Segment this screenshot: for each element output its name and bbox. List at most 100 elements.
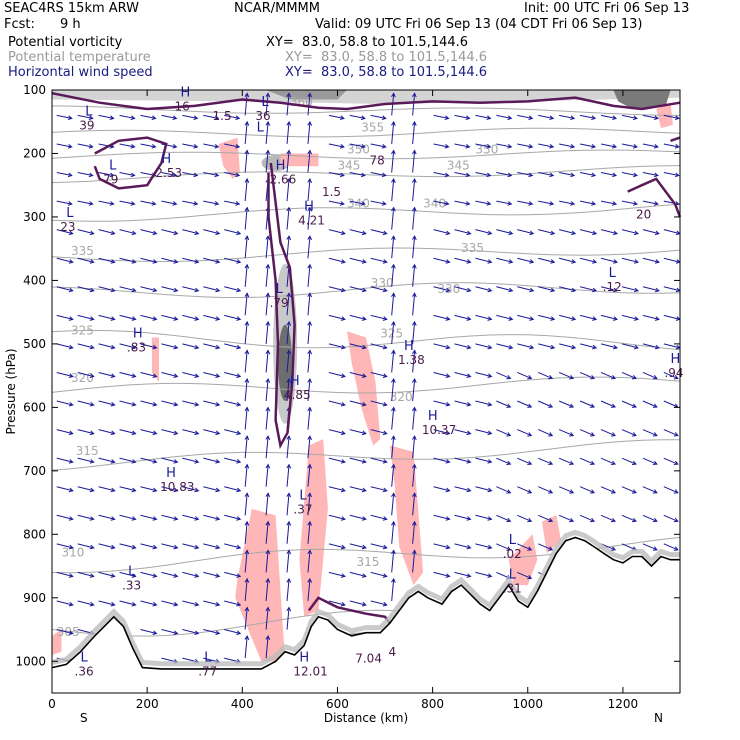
wind-vector: [370, 200, 386, 205]
wind-vector: [433, 257, 450, 263]
wind-vector: [579, 143, 596, 148]
wind-vector: [286, 150, 290, 173]
wind-vector: [600, 486, 616, 494]
wind-vector: [579, 371, 595, 379]
wind-vector-head: [68, 259, 74, 264]
wind-vector-head: [527, 460, 533, 466]
wind-vector: [579, 229, 597, 235]
wind-vector-head: [89, 573, 95, 578]
wind-vector-head: [382, 230, 388, 236]
wind-vector-head: [172, 115, 178, 121]
wind-vector-head: [130, 144, 136, 149]
wind-vector: [182, 143, 198, 148]
wind-vector-head: [236, 401, 242, 407]
extremum-value: 10.37: [422, 423, 456, 437]
wind-vector: [600, 429, 616, 437]
wind-speed-contour: [267, 162, 296, 450]
wind-vector-head: [307, 435, 313, 441]
wind-vector-head: [361, 287, 367, 293]
wind-vector-head: [152, 573, 158, 578]
wind-vector: [538, 200, 554, 205]
wind-vector-head: [445, 287, 451, 293]
wind-vector-head: [411, 149, 417, 155]
wind-vector-head: [236, 230, 242, 236]
wind-vector: [663, 429, 679, 437]
wind-vector-head: [307, 92, 313, 98]
theta-contour: [51, 282, 681, 298]
wind-vector-head: [382, 516, 388, 521]
wind-vector-head: [131, 573, 137, 578]
wind-vector-head: [131, 544, 137, 550]
wind-vector-head: [68, 401, 74, 407]
wind-vector-head: [340, 316, 346, 321]
wind-vector-head: [549, 115, 555, 121]
wind-vector: [454, 486, 471, 492]
wind-vector: [559, 257, 576, 263]
wind-vector-head: [215, 401, 221, 407]
wind-vector: [244, 607, 248, 630]
wind-vector-head: [340, 573, 346, 578]
wind-vector-head: [194, 573, 200, 578]
wind-vector-head: [487, 430, 493, 436]
wind-vector: [77, 314, 94, 320]
wind-vector: [203, 600, 220, 606]
extremum-value: .37: [293, 502, 312, 516]
wind-vector-head: [215, 230, 221, 236]
wind-vector-head: [89, 401, 95, 407]
wind-vector-head: [445, 401, 451, 407]
wind-vector: [370, 543, 387, 549]
extremum-value: 7.04: [355, 652, 382, 666]
wind-vector-head: [152, 630, 158, 636]
extremum-marker: L: [299, 488, 307, 503]
wind-vector-head: [152, 601, 158, 607]
wind-vector-head: [265, 149, 271, 155]
wind-vector-head: [307, 549, 313, 555]
wind-vector: [475, 114, 491, 119]
wind-vector-head: [172, 144, 178, 149]
wind-vector: [56, 400, 73, 406]
extremum-marker: L: [81, 650, 89, 665]
wind-vector: [265, 93, 269, 116]
wind-vector-head: [215, 601, 221, 607]
wind-vector: [454, 571, 471, 577]
theta-contour: [51, 329, 681, 351]
wind-vector-head: [194, 459, 200, 464]
wind-vector: [119, 514, 136, 520]
wind-vector-head: [674, 172, 680, 178]
wind-vector-head: [391, 349, 396, 355]
wind-vector: [328, 371, 346, 377]
extremum-value: .79: [270, 296, 289, 310]
wind-vector-head: [550, 259, 556, 264]
wind-vector-head: [571, 287, 577, 293]
wind-vector: [224, 257, 241, 263]
wind-vector: [600, 200, 617, 205]
wind-vector-head: [67, 172, 73, 178]
wind-vector: [412, 236, 416, 259]
wind-vector-head: [633, 259, 639, 264]
wind-vector-head: [391, 178, 396, 183]
wind-vector-head: [465, 144, 471, 149]
extremum-value: .12: [603, 280, 622, 294]
pv-shading: [52, 629, 62, 655]
y-tick-label: 600: [23, 400, 46, 414]
wind-vector: [433, 229, 450, 235]
wind-vector-head: [612, 115, 618, 121]
wind-vector: [558, 457, 574, 465]
wind-vector: [454, 514, 471, 520]
wind-vector: [642, 343, 660, 349]
extremum-marker: L: [85, 104, 93, 119]
wind-vector: [224, 457, 241, 463]
wind-vector: [391, 264, 395, 287]
wind-vector-head: [591, 144, 597, 149]
wind-vector-head: [610, 489, 616, 494]
wind-vector-head: [382, 344, 388, 350]
wind-vector-head: [109, 201, 115, 206]
wind-vector-head: [445, 259, 451, 264]
wind-vector-head: [466, 573, 472, 578]
wind-vector: [119, 143, 135, 148]
terrain-fill: [52, 537, 680, 693]
wind-vector: [349, 514, 366, 520]
wind-vector: [349, 486, 366, 492]
wind-vector: [538, 514, 553, 522]
wind-vector-head: [361, 544, 367, 550]
